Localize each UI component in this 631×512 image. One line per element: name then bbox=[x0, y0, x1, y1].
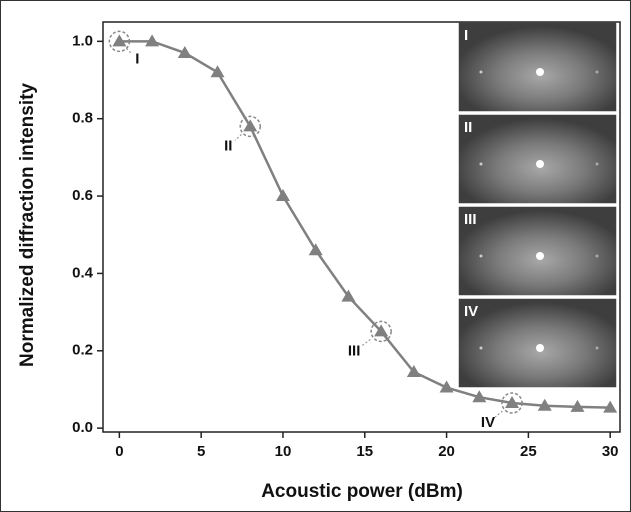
marker bbox=[177, 45, 192, 58]
marker bbox=[243, 119, 258, 132]
x-tick-label: 5 bbox=[197, 443, 205, 460]
inset-label: I bbox=[464, 27, 468, 44]
marker bbox=[210, 65, 225, 78]
y-tick-label: 0.4 bbox=[72, 264, 94, 281]
marker bbox=[439, 380, 454, 393]
marker bbox=[406, 365, 421, 378]
marker bbox=[472, 390, 487, 403]
annotation-leader bbox=[234, 134, 242, 141]
inset-side-spot bbox=[595, 254, 599, 258]
data-line bbox=[119, 40, 611, 409]
annotation-label: III bbox=[348, 342, 361, 359]
x-tick-label: 25 bbox=[520, 443, 537, 460]
inset-panel bbox=[457, 205, 618, 297]
x-tick-label: 15 bbox=[356, 443, 373, 460]
inset-side-spot bbox=[479, 162, 483, 166]
marker bbox=[112, 34, 127, 47]
inset-side-spot bbox=[595, 70, 599, 74]
marker bbox=[603, 400, 618, 413]
marker bbox=[537, 398, 552, 411]
inset-panel bbox=[457, 21, 618, 113]
inset-label: II bbox=[464, 119, 472, 136]
annotation-circle bbox=[501, 392, 523, 414]
inset-side-spot bbox=[595, 162, 599, 166]
annotation-circle bbox=[108, 30, 131, 53]
inset-spot bbox=[536, 160, 544, 168]
x-tick-label: 20 bbox=[438, 443, 455, 460]
annotation-leader bbox=[126, 48, 133, 55]
inset-spot bbox=[536, 252, 544, 260]
marker bbox=[341, 289, 356, 302]
inset-panel bbox=[457, 297, 618, 389]
inset-spot bbox=[536, 344, 544, 352]
y-tick-label: 0.0 bbox=[72, 419, 93, 436]
y-axis-label: Normalized diffraction intensity bbox=[17, 83, 38, 367]
marker bbox=[308, 243, 323, 256]
x-axis-label: Acoustic power (dBm) bbox=[261, 481, 463, 502]
annotation-circle bbox=[239, 115, 261, 138]
inset-spot bbox=[536, 68, 544, 76]
inset-side-spot bbox=[479, 70, 483, 74]
inset-side-spot bbox=[595, 346, 599, 350]
marker bbox=[275, 189, 290, 202]
y-tick-label: 0.2 bbox=[72, 342, 93, 359]
plot-frame bbox=[102, 21, 621, 433]
inset-panel bbox=[457, 113, 618, 205]
inset-side-spot bbox=[479, 346, 483, 350]
annotation-leader bbox=[494, 410, 503, 418]
y-tick-label: 0.8 bbox=[72, 110, 93, 127]
marker bbox=[374, 324, 389, 337]
annotation-label: IV bbox=[481, 414, 495, 431]
inset-label: IV bbox=[464, 303, 478, 320]
annotation-leader bbox=[361, 339, 371, 346]
marker bbox=[570, 399, 585, 412]
x-tick-label: 30 bbox=[602, 443, 619, 460]
x-tick-label: 10 bbox=[275, 443, 292, 460]
x-tick-label: 0 bbox=[115, 443, 123, 460]
inset-side-spot bbox=[479, 254, 483, 258]
inset-label: III bbox=[464, 211, 477, 228]
annotation-label: I bbox=[135, 50, 139, 67]
annotation-circle bbox=[370, 320, 392, 343]
y-tick-label: 0.6 bbox=[72, 187, 93, 204]
annotation-label: II bbox=[224, 137, 232, 154]
marker bbox=[505, 395, 520, 408]
y-tick-label: 1.0 bbox=[72, 32, 93, 49]
marker bbox=[145, 34, 160, 47]
